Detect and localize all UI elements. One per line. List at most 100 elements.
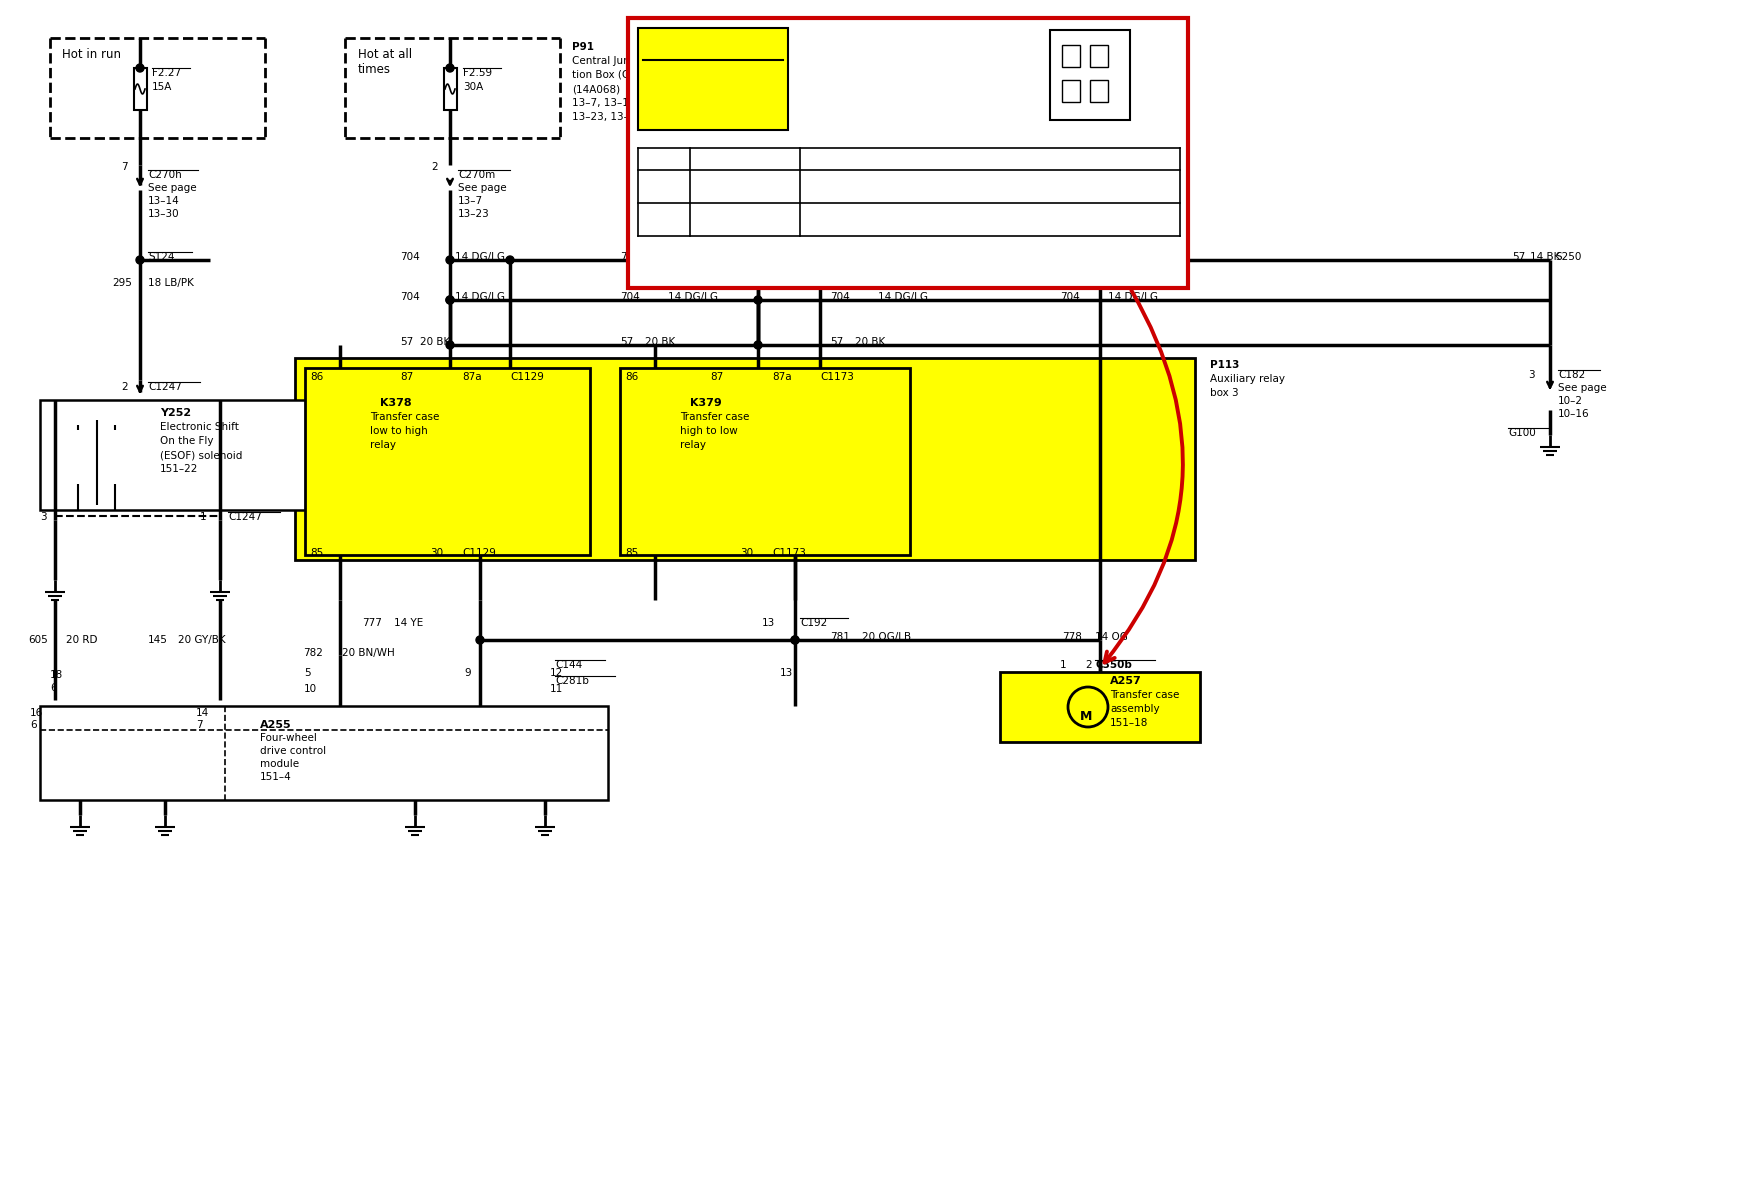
Bar — [443, 68, 457, 110]
Text: A257: A257 — [1111, 676, 1142, 686]
Text: 87a: 87a — [773, 372, 792, 382]
Text: 57: 57 — [1512, 252, 1526, 262]
Bar — [1062, 80, 1079, 102]
Text: 6: 6 — [51, 683, 56, 693]
Text: See page: See page — [1558, 383, 1607, 393]
Text: 145: 145 — [147, 635, 168, 646]
Text: See page: See page — [147, 183, 196, 193]
Text: C1247: C1247 — [147, 382, 182, 392]
Text: 9: 9 — [464, 668, 471, 679]
Text: Four-wheel drive control module, to. Transfer case as-: Four-wheel drive control module, to. Tra… — [806, 172, 1069, 181]
Text: 12: 12 — [550, 668, 562, 679]
Circle shape — [506, 256, 513, 264]
Text: 14: 14 — [196, 708, 208, 719]
Text: Transfer case: Transfer case — [1111, 690, 1179, 700]
Text: 1: 1 — [661, 173, 668, 183]
Text: 57: 57 — [399, 337, 413, 348]
Text: times: times — [357, 62, 391, 77]
Circle shape — [477, 636, 484, 644]
Text: module: module — [259, 759, 300, 769]
Text: C270h: C270h — [147, 170, 182, 180]
Text: C1129: C1129 — [510, 372, 543, 382]
Text: F2.59: F2.59 — [463, 68, 492, 78]
Bar — [627, 18, 1188, 287]
Text: P113: P113 — [1211, 360, 1239, 370]
Text: 778: 778 — [1062, 633, 1083, 642]
Bar — [40, 401, 321, 510]
Text: 2: 2 — [1084, 660, 1091, 670]
Circle shape — [753, 256, 762, 264]
Bar — [294, 358, 1195, 560]
Text: 605: 605 — [28, 635, 47, 646]
Text: 20 RD: 20 RD — [67, 635, 98, 646]
Text: See page: See page — [457, 183, 506, 193]
Text: 782: 782 — [303, 648, 322, 659]
Text: Circuit: Circuit — [725, 152, 764, 163]
Text: box 3: box 3 — [1211, 388, 1239, 398]
Text: 1: 1 — [200, 512, 207, 522]
Text: Transfer case: Transfer case — [680, 412, 750, 422]
Text: 151–22: 151–22 — [159, 464, 198, 474]
Text: 18: 18 — [51, 670, 63, 680]
Text: 14 DG/LG: 14 DG/LG — [1107, 252, 1158, 262]
Text: 778 (OG): 778 (OG) — [722, 206, 769, 216]
Text: 14 DG/LG: 14 DG/LG — [668, 292, 718, 302]
Text: relay: relay — [680, 441, 706, 450]
Text: 14 DG/LG: 14 DG/LG — [878, 252, 929, 262]
Text: 14 OG: 14 OG — [1095, 633, 1128, 642]
Circle shape — [753, 340, 762, 349]
Text: 15A: 15A — [152, 82, 172, 92]
Text: sembly: sembly — [643, 118, 678, 128]
Text: Four-wheel drive control module, to. Transfer case as-: Four-wheel drive control module, to. Tra… — [806, 205, 1069, 216]
Bar — [1090, 80, 1107, 102]
Text: 13–23, 13–29: 13–23, 13–29 — [571, 112, 643, 123]
Text: F2.27: F2.27 — [152, 68, 180, 78]
Text: 14 BK: 14 BK — [1529, 252, 1561, 262]
Text: 86: 86 — [310, 372, 324, 382]
Text: sembly: sembly — [806, 185, 841, 196]
Text: Transfer case: Transfer case — [370, 412, 440, 422]
Text: 2: 2 — [1041, 28, 1046, 38]
Text: 87: 87 — [710, 372, 724, 382]
Text: On the Fly: On the Fly — [159, 436, 214, 446]
Text: 30: 30 — [739, 548, 753, 558]
Text: 57: 57 — [830, 337, 843, 348]
Text: 86: 86 — [625, 372, 638, 382]
Bar — [1000, 671, 1200, 742]
Text: assembly: assembly — [1111, 704, 1160, 714]
Text: C270m: C270m — [457, 170, 496, 180]
Text: 2: 2 — [431, 163, 438, 172]
Text: 20 BK: 20 BK — [645, 337, 675, 348]
Text: 20 GY/BK: 20 GY/BK — [179, 635, 226, 646]
Text: 781: 781 — [830, 633, 850, 642]
Text: 57: 57 — [620, 337, 632, 348]
Text: 14 DG/LG: 14 DG/LG — [1107, 292, 1158, 302]
Bar — [1062, 45, 1079, 67]
Text: 87a: 87a — [463, 372, 482, 382]
Text: C350b: C350b — [1095, 660, 1132, 670]
Text: 11: 11 — [550, 684, 562, 694]
Text: C281b: C281b — [555, 676, 589, 686]
Text: 2: 2 — [121, 382, 128, 392]
Text: C1247: C1247 — [228, 512, 261, 522]
Text: 85: 85 — [625, 548, 638, 558]
Text: Hot in run: Hot in run — [61, 48, 121, 61]
Text: 3: 3 — [40, 512, 47, 522]
Circle shape — [447, 340, 454, 349]
Text: 295: 295 — [112, 278, 131, 287]
Text: Central Junc-: Central Junc- — [571, 57, 639, 66]
Text: C1173: C1173 — [820, 372, 853, 382]
Text: 704: 704 — [1060, 292, 1079, 302]
Text: 14 DG/LG: 14 DG/LG — [456, 252, 505, 262]
Text: K378: K378 — [380, 398, 412, 408]
Text: 5: 5 — [305, 668, 310, 679]
Text: 151–4: 151–4 — [259, 772, 293, 782]
Text: 20 BK: 20 BK — [855, 337, 885, 348]
Bar — [133, 68, 147, 110]
Text: 704: 704 — [620, 252, 639, 262]
Text: 15525: 15525 — [643, 68, 711, 87]
Bar — [638, 28, 788, 130]
Text: drive control: drive control — [259, 746, 326, 756]
Text: 2: 2 — [661, 206, 668, 216]
Text: C1129: C1129 — [463, 548, 496, 558]
